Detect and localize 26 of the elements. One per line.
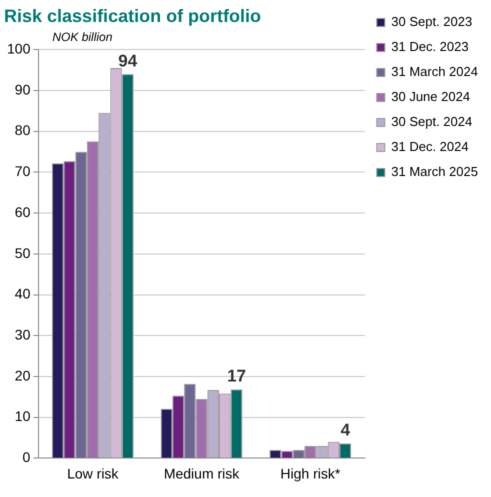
data-label: 94: [118, 51, 138, 70]
y-tick-label: 80: [14, 122, 31, 138]
y-tick-label: 10: [14, 408, 31, 424]
legend-label: 31 Dec. 2024: [391, 139, 469, 154]
y-tick-label: 100: [7, 40, 31, 56]
x-tick-label: Low risk: [67, 465, 120, 482]
legend-label: 31 March 2024: [391, 64, 478, 80]
legend-label: 30 Sept. 2023: [391, 14, 472, 30]
y-axis-title: NOK billion: [52, 30, 113, 44]
chart-title: Risk classification of portfolio: [4, 6, 262, 26]
y-tick-label: 50: [14, 244, 31, 261]
y-tick-label: 60: [14, 204, 31, 220]
legend-label: 31 Dec. 2023: [391, 39, 469, 54]
x-tick-label: High risk*: [280, 465, 341, 482]
y-tick-label: 0: [22, 449, 31, 466]
legend-label: 30 June 2024: [391, 89, 470, 104]
y-tick-label: 90: [14, 81, 31, 98]
y-tick-label: 30: [14, 326, 31, 342]
data-label: 4: [340, 420, 351, 440]
legend-label: 31 March 2025: [391, 164, 478, 180]
y-tick-label: 70: [14, 163, 31, 180]
legend-label: 30 Sept. 2024: [391, 114, 472, 130]
x-tick-label: Medium risk: [164, 465, 240, 482]
y-tick-label: 20: [14, 367, 31, 384]
data-label: 17: [227, 366, 246, 386]
y-tick-label: 40: [14, 286, 31, 302]
